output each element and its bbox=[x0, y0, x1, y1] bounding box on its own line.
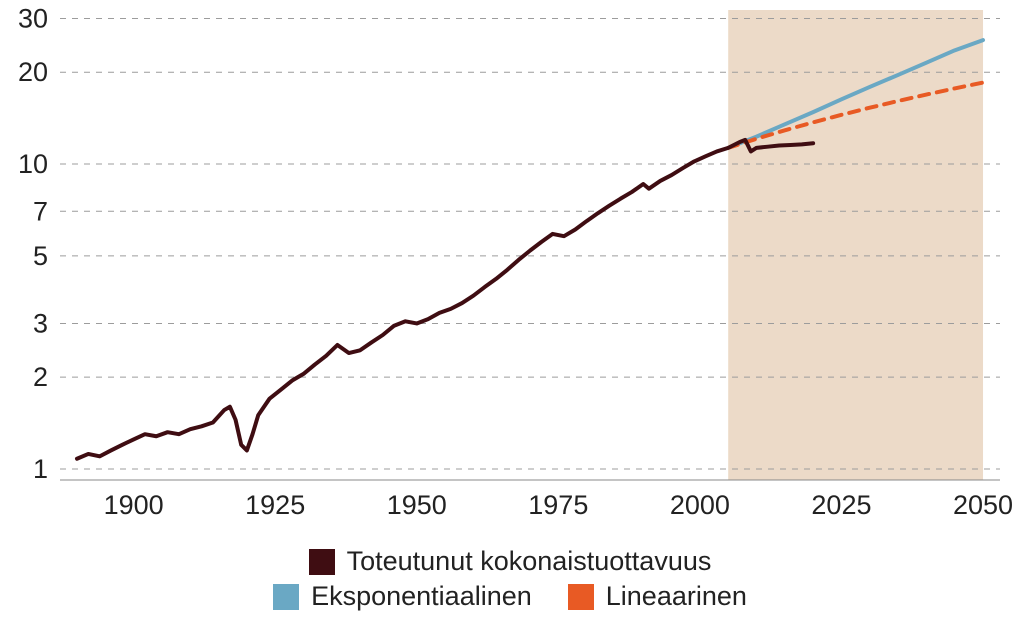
x-tick-label: 2050 bbox=[953, 490, 1013, 520]
legend-item-exponential: Eksponentiaalinen bbox=[273, 581, 532, 612]
legend-label: Toteutunut kokonaistuottavuus bbox=[347, 546, 712, 577]
x-tick-label: 2025 bbox=[811, 490, 871, 520]
legend-item-actual: Toteutunut kokonaistuottavuus bbox=[309, 546, 712, 577]
legend-swatch bbox=[568, 584, 594, 610]
y-tick-label: 10 bbox=[18, 149, 48, 179]
y-tick-label: 5 bbox=[33, 241, 48, 271]
legend-row: Eksponentiaalinen Lineaarinen bbox=[0, 581, 1020, 612]
productivity-chart: 123571020301900192519501975200020252050 … bbox=[0, 0, 1020, 627]
x-tick-label: 1900 bbox=[104, 490, 164, 520]
y-tick-label: 1 bbox=[33, 454, 48, 484]
y-tick-label: 7 bbox=[33, 196, 48, 226]
y-tick-label: 2 bbox=[33, 362, 48, 392]
legend-item-linear: Lineaarinen bbox=[568, 581, 747, 612]
x-tick-label: 1950 bbox=[387, 490, 447, 520]
x-tick-label: 1925 bbox=[245, 490, 305, 520]
x-tick-label: 1975 bbox=[528, 490, 588, 520]
chart-canvas: 1 2 3 5 7 10 20 30 1900 1925 1950 1975 2000 2025 2050 bbox=[0, 0, 1020, 540]
legend: Toteutunut kokonaistuottavuus Eksponentia… bbox=[0, 542, 1020, 612]
x-tick-label: 2000 bbox=[670, 490, 730, 520]
legend-label: Eksponentiaalinen bbox=[311, 581, 532, 612]
legend-swatch bbox=[309, 549, 335, 575]
y-tick-label: 30 bbox=[18, 4, 48, 34]
legend-label: Lineaarinen bbox=[606, 581, 747, 612]
y-tick-label: 3 bbox=[33, 308, 48, 338]
legend-row: Toteutunut kokonaistuottavuus bbox=[0, 546, 1020, 577]
y-tick-label: 20 bbox=[18, 57, 48, 87]
legend-swatch bbox=[273, 584, 299, 610]
